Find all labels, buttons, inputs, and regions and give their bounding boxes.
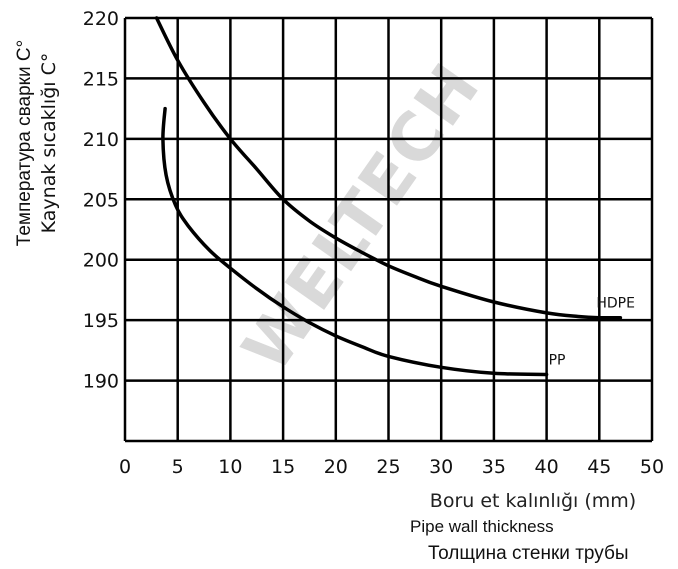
- x-tick-label-15: 15: [271, 456, 295, 478]
- y-axis-label-line-1: Температура сварки C°: [14, 40, 35, 246]
- y-tick-label-205: 205: [83, 189, 119, 211]
- x-tick-label-50: 50: [640, 456, 664, 478]
- x-axis-label-line-2: Pipe wall thickness: [410, 517, 554, 536]
- x-tick-label-10: 10: [218, 456, 242, 478]
- x-tick-label-5: 5: [172, 456, 184, 478]
- y-tick-label-200: 200: [83, 250, 119, 272]
- watermark: WELTECH: [228, 49, 496, 385]
- series-line-pp: [161, 106, 549, 377]
- y-tick-label-210: 210: [83, 129, 119, 151]
- y-axis-label-line-2: Kaynak sıcaklığı C°: [38, 53, 60, 234]
- x-axis-label-line-3: Толщина стенки трубы: [428, 543, 629, 564]
- series-label-pp: PP: [549, 353, 566, 369]
- series-line-hdpe: [154, 16, 623, 320]
- series-label-hdpe: HDPE: [596, 296, 635, 312]
- x-tick-label-45: 45: [587, 456, 611, 478]
- series-labels: HDPE PP: [549, 296, 635, 369]
- tick-labels: 0 5 10 15 20 25 30 35 40 45 50 190 195 200 205 210 215 22…: [83, 8, 664, 478]
- y-tick-label-215: 215: [83, 68, 119, 90]
- y-tick-label-220: 220: [83, 8, 119, 30]
- x-tick-label-0: 0: [119, 456, 131, 478]
- y-tick-label-195: 195: [83, 310, 119, 332]
- x-axis-label-line-1: Boru et kalınlığı (mm): [430, 490, 636, 512]
- x-tick-label-25: 25: [376, 456, 400, 478]
- x-tick-label-20: 20: [324, 456, 348, 478]
- x-tick-label-30: 30: [429, 456, 453, 478]
- x-tick-label-40: 40: [535, 456, 559, 478]
- grid: [123, 16, 654, 443]
- x-tick-label-35: 35: [482, 456, 506, 478]
- y-tick-label-190: 190: [83, 371, 119, 393]
- series-layer: [154, 16, 623, 377]
